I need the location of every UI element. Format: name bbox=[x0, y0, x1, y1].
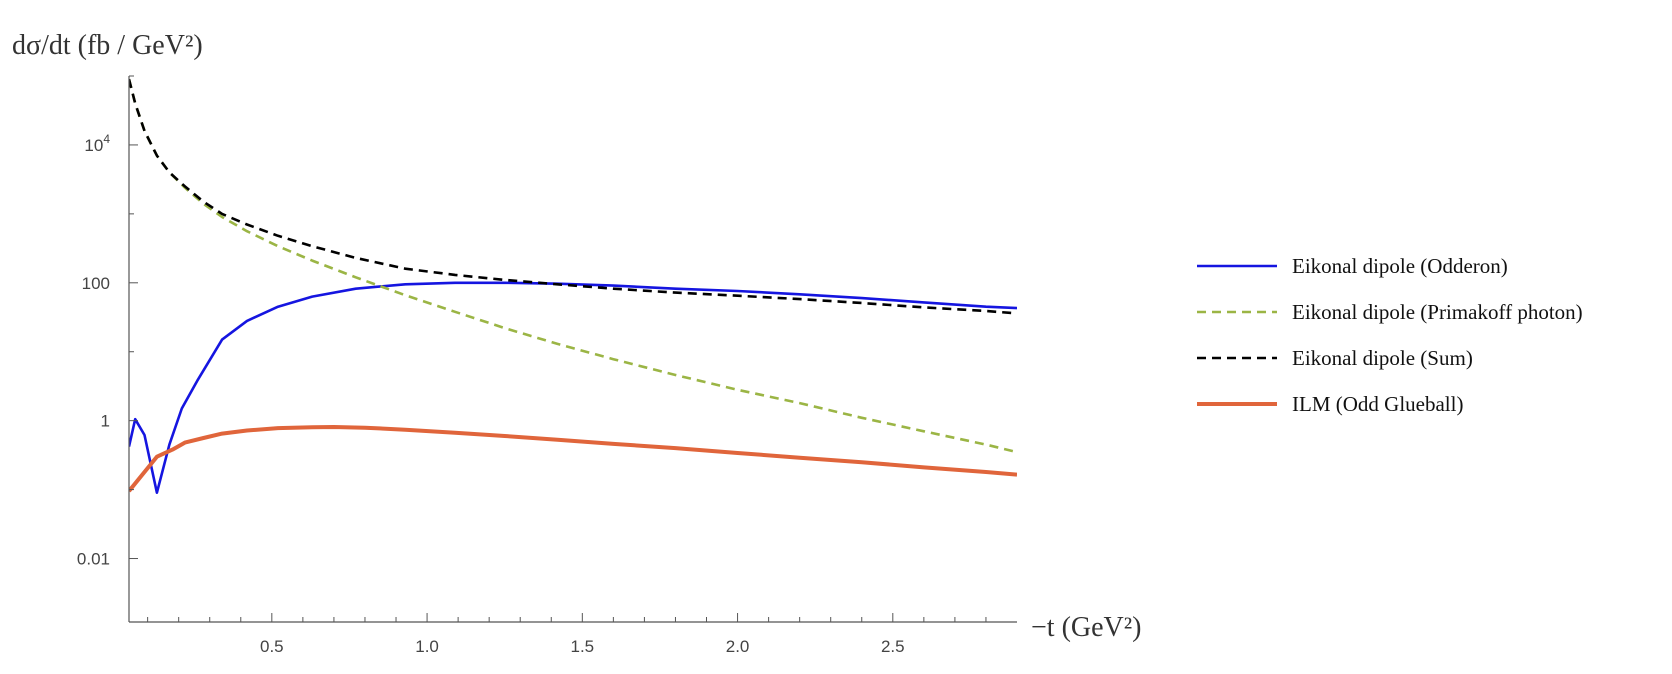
legend-label-eikonal-dipole-odderon: Eikonal dipole (Odderon) bbox=[1292, 254, 1508, 278]
y-axis-title: dσ/dt (fb / GeV²) bbox=[12, 30, 203, 61]
series-line-ilm-odd-glueball bbox=[129, 425, 1017, 493]
y-tick-label: 0.01 bbox=[77, 550, 110, 569]
x-ticks: 0.5 1.0 1.5 2.0 2.5 bbox=[147, 613, 987, 656]
legend: Eikonal dipole (Odderon) Eikonal dipole (… bbox=[1197, 254, 1583, 416]
series-line-eikonal-dipole-primakoff-photon bbox=[129, 78, 1017, 454]
x-tick-label: 1.5 bbox=[570, 637, 594, 656]
series-layer bbox=[129, 78, 1017, 494]
y-tick-label: 100 bbox=[82, 274, 110, 293]
y-tick-label: 104 bbox=[84, 132, 110, 155]
legend-label-ilm-odd-glueball: ILM (Odd Glueball) bbox=[1292, 392, 1463, 416]
legend-label-eikonal-dipole-primakoff-photon: Eikonal dipole (Primakoff photon) bbox=[1292, 300, 1583, 324]
x-tick-label: 2.0 bbox=[726, 637, 750, 656]
series-line-eikonal-dipole-odderon bbox=[129, 281, 1017, 494]
series-line-eikonal-dipole-sum bbox=[129, 78, 1017, 315]
x-axis-title: −t (GeV²) bbox=[1031, 612, 1141, 643]
x-tick-label: 1.0 bbox=[415, 637, 439, 656]
legend-label-eikonal-dipole-sum: Eikonal dipole (Sum) bbox=[1292, 346, 1473, 370]
y-tick-label: 1 bbox=[101, 412, 110, 431]
plot-area: 0.5 1.0 1.5 2.0 2.5 0.01 1 100 104 bbox=[77, 75, 1017, 656]
x-tick-label: 2.5 bbox=[881, 637, 905, 656]
x-tick-label: 0.5 bbox=[260, 637, 284, 656]
